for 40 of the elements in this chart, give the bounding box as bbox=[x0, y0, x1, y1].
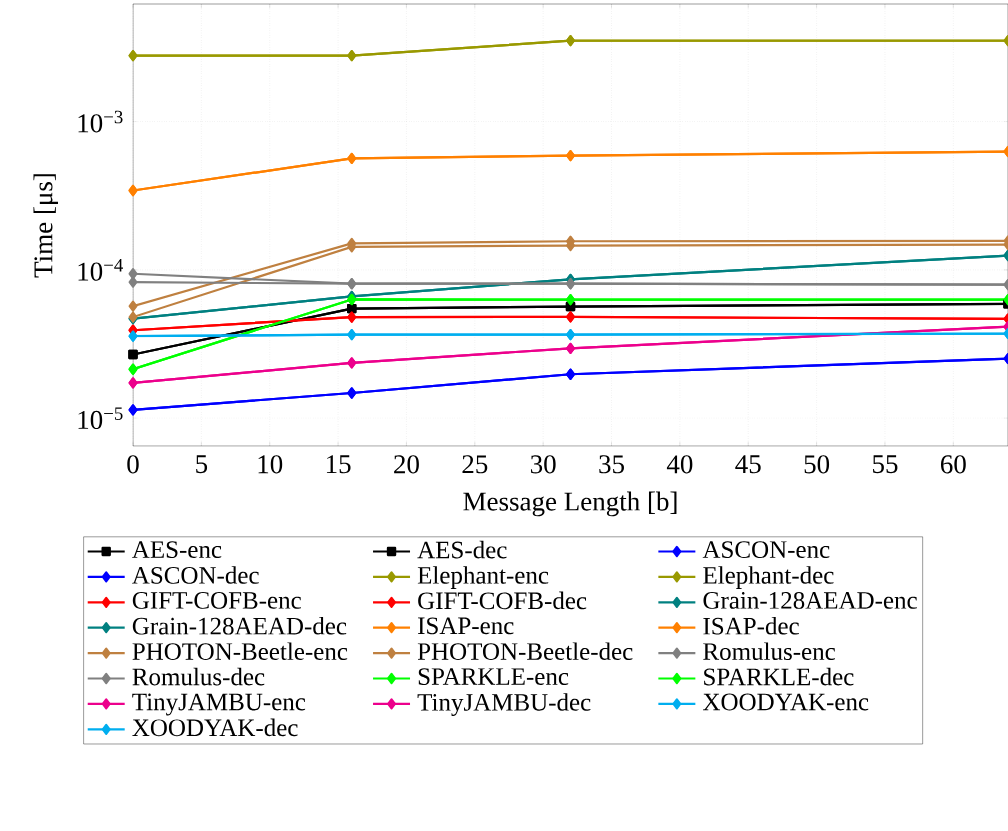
legend-label: SPARKLE-enc bbox=[418, 668, 569, 685]
legend-label: ASCON-enc bbox=[702, 541, 830, 559]
legend-label: Elephant-dec bbox=[703, 566, 834, 589]
legend-label: Grain-128AEAD-enc bbox=[703, 591, 917, 609]
x-tick-label: 25 bbox=[462, 455, 488, 474]
legend-label: AES-enc bbox=[132, 541, 222, 559]
y-axis-title: Time [μs] bbox=[33, 174, 58, 278]
legend-label: PHOTON-Beetle-enc bbox=[132, 642, 348, 661]
legend-label: ISAP-enc bbox=[418, 617, 514, 635]
x-axis-title: Message Length [b] bbox=[463, 491, 677, 517]
x-tick-label: 30 bbox=[530, 455, 556, 474]
y-tick-label: 10$^{−4}$ bbox=[78, 259, 124, 281]
legend-label: Grain-128AEAD-dec bbox=[132, 617, 347, 635]
legend-label: AES-dec bbox=[417, 540, 507, 559]
x-tick-label: 35 bbox=[599, 455, 624, 474]
x-tick-label: 45 bbox=[735, 455, 761, 474]
x-tick-label: 10 bbox=[258, 455, 283, 474]
x-tick-label: 0 bbox=[127, 455, 139, 474]
x-tick-label: 15 bbox=[326, 455, 351, 474]
x-tick-label: 50 bbox=[804, 455, 830, 474]
legend-label: ASCON-dec bbox=[132, 566, 259, 584]
legend-label: SPARKLE-dec bbox=[704, 667, 854, 686]
legend-label: Elephant-enc bbox=[417, 566, 549, 589]
legend-label: GIFT-COFB-dec bbox=[418, 591, 587, 610]
legend-label: TinyJAMBU-enc bbox=[132, 693, 306, 716]
legend-label: XOODYAK-dec bbox=[132, 718, 298, 737]
legend-label: PHOTON-Beetle-dec bbox=[417, 642, 633, 661]
legend-label: Romulus-enc bbox=[703, 642, 835, 661]
x-tick-label: 60 bbox=[940, 455, 966, 474]
legend-label: XOODYAK-enc bbox=[703, 693, 869, 711]
y-tick-label: 10$^{−3}$ bbox=[78, 110, 123, 133]
x-tick-label: 5 bbox=[196, 455, 208, 474]
legend-label: TinyJAMBU-dec bbox=[417, 693, 591, 716]
x-tick-label: 20 bbox=[394, 455, 419, 474]
y-tick-label: 10$^{−5}$ bbox=[78, 407, 123, 430]
x-tick-label: 55 bbox=[873, 455, 898, 474]
legend-label: GIFT-COFB-enc bbox=[132, 592, 301, 609]
legend-label: ISAP-dec bbox=[703, 617, 799, 635]
x-tick-label: 40 bbox=[666, 455, 693, 474]
legend-label: Romulus-dec bbox=[132, 667, 265, 686]
